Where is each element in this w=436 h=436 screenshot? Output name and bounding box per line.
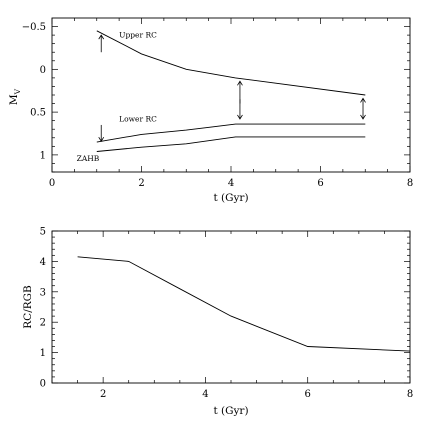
y-tick-label: 1 bbox=[40, 150, 46, 161]
y-tick-label: 1 bbox=[40, 348, 46, 359]
x-tick-label: 0 bbox=[49, 178, 55, 189]
arrow-head bbox=[98, 136, 105, 142]
upper-x-axis-label: t (Gyr) bbox=[213, 192, 248, 204]
annotation-lower-rc: Lower RC bbox=[119, 115, 157, 124]
arrow-head bbox=[237, 80, 243, 86]
series-line-series-0 bbox=[77, 256, 411, 352]
y-tick-label: 0 bbox=[40, 65, 46, 76]
y-tick-label: 4 bbox=[40, 257, 46, 268]
annotation-upper-rc: Upper RC bbox=[119, 31, 157, 40]
lower-panel: 2 4 6 8 0 1 2 3 4 5 t (Gyr) RC/RGB bbox=[22, 227, 413, 418]
x-tick-label: 4 bbox=[228, 178, 234, 189]
upper-y-axis-label-main: M bbox=[8, 94, 20, 105]
upper-y-axis-label: MV bbox=[8, 88, 22, 105]
arrow-head bbox=[360, 114, 366, 120]
upper-ticks: 0 2 4 6 8 −0.5 0 0.5 1 bbox=[22, 18, 413, 189]
upper-arrows bbox=[98, 34, 366, 142]
arrow-head bbox=[360, 97, 366, 103]
y-tick-label: −0.5 bbox=[22, 22, 46, 33]
y-tick-label: 3 bbox=[40, 287, 46, 298]
lower-series bbox=[77, 256, 411, 352]
lower-x-axis-label: t (Gyr) bbox=[213, 405, 248, 417]
x-tick-label: 8 bbox=[407, 178, 413, 189]
series-line-zahb bbox=[96, 136, 366, 152]
arrow-head bbox=[98, 34, 105, 40]
upper-y-axis-label-sub: V bbox=[13, 88, 22, 95]
x-tick-label: 4 bbox=[202, 389, 208, 400]
upper-plot-frame bbox=[51, 17, 411, 173]
x-tick-label: 2 bbox=[100, 389, 106, 400]
y-tick-label: 5 bbox=[40, 227, 46, 238]
x-tick-label: 6 bbox=[305, 389, 311, 400]
y-tick-label: 0 bbox=[40, 379, 46, 390]
y-tick-label: 2 bbox=[40, 318, 46, 329]
series-line-lower-rc bbox=[96, 123, 366, 143]
x-tick-label: 2 bbox=[138, 178, 144, 189]
arrow-head bbox=[237, 114, 243, 120]
y-tick-label: 0.5 bbox=[30, 108, 46, 119]
series-line-upper-rc bbox=[96, 30, 366, 96]
lower-ticks: 2 4 6 8 0 1 2 3 4 5 bbox=[40, 227, 414, 401]
x-tick-label: 8 bbox=[407, 389, 413, 400]
upper-annotations: Upper RC Lower RC ZAHB bbox=[77, 31, 157, 163]
annotation-zahb: ZAHB bbox=[77, 154, 100, 163]
x-tick-label: 6 bbox=[317, 178, 323, 189]
upper-panel: 0 2 4 6 8 −0.5 0 0.5 1 Upper RC Lower RC ZAHB t (G… bbox=[8, 17, 413, 204]
lower-plot-frame bbox=[51, 230, 411, 384]
lower-y-axis-label: RC/RGB bbox=[22, 285, 34, 329]
upper-series bbox=[96, 30, 366, 152]
